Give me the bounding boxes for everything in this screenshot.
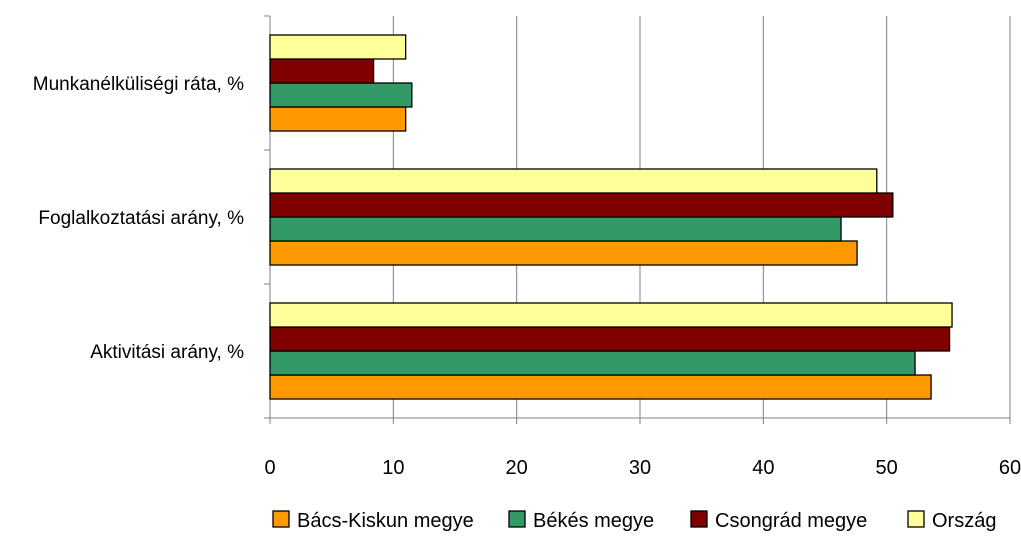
x-tick-label: 50 — [876, 457, 898, 479]
bar-3-1 — [269, 58, 375, 84]
bar-4-3 — [269, 302, 953, 328]
legend: Bács-Kiskun megye Békés megye Csongrád meg… — [272, 510, 996, 532]
bar-1-1 — [269, 106, 407, 132]
category-label: Aktivitási arány, % — [90, 342, 244, 363]
legend-label-2: Békés megye — [533, 510, 654, 532]
bar-2-2 — [269, 216, 842, 242]
bar-4-2 — [269, 168, 878, 194]
x-tick-label: 30 — [629, 457, 651, 479]
category-label: Foglalkoztatási arány, % — [38, 208, 244, 229]
category-labels: Munkanélküliségi ráta, % Foglalkoztatási … — [33, 74, 244, 363]
legend-swatch-3 — [690, 510, 708, 528]
bars — [269, 34, 953, 400]
x-tick-label: 40 — [752, 457, 774, 479]
legend-swatch-2 — [508, 510, 526, 528]
bar-3-2 — [269, 192, 894, 218]
legend-swatch-4 — [907, 510, 925, 528]
bar-3-3 — [269, 326, 951, 352]
bar-1-3 — [269, 374, 932, 400]
legend-label-4: Ország — [932, 510, 996, 532]
x-tick-label: 10 — [382, 457, 404, 479]
bar-4-1 — [269, 34, 407, 60]
x-tick-label: 20 — [506, 457, 528, 479]
bar-1-2 — [269, 240, 858, 266]
x-tick-label: 0 — [264, 457, 275, 479]
legend-label-1: Bács-Kiskun megye — [297, 510, 474, 532]
category-label: Munkanélküliségi ráta, % — [33, 74, 244, 95]
x-tick-label: 60 — [999, 457, 1021, 479]
legend-label-3: Csongrád megye — [715, 510, 867, 532]
bar-2-3 — [269, 350, 916, 376]
legend-swatch-1 — [272, 510, 290, 528]
x-tick-labels: 0 10 20 30 40 50 60 — [264, 457, 1021, 479]
bar-2-1 — [269, 82, 413, 108]
